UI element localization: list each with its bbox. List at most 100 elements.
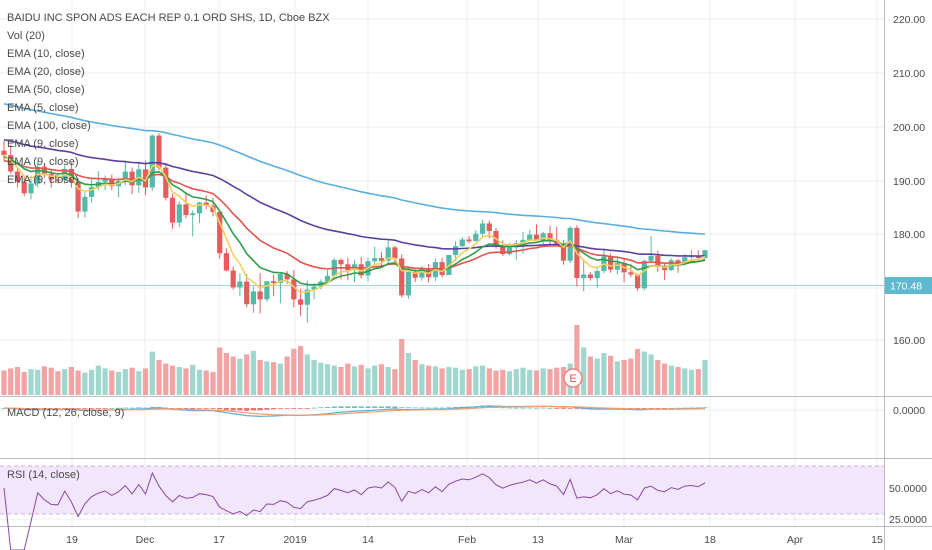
volume-bar — [533, 370, 540, 395]
candle-body — [82, 196, 88, 212]
volume-bar — [75, 370, 81, 395]
candle-body — [614, 263, 620, 270]
volume-bar — [466, 369, 472, 395]
macd-tick: 0.0000 — [893, 405, 925, 417]
price-tick: 220.00 — [893, 14, 925, 26]
candle-body — [533, 234, 540, 241]
volume-bar — [217, 347, 223, 395]
time-tick: 2019 — [283, 534, 307, 546]
price-axis[interactable]: 220.00 210.00 200.00 190.00 180.00 160.0… — [885, 14, 932, 526]
rsi-pane — [3, 471, 706, 550]
volume-bar — [304, 354, 310, 395]
volume-bar — [486, 368, 492, 395]
volume-bar — [311, 360, 317, 395]
volume-bar — [230, 356, 236, 395]
candle-body — [304, 289, 310, 305]
candle-body — [169, 197, 176, 223]
volume-bar — [102, 368, 108, 395]
macd-histogram-bar — [190, 408, 196, 409]
macd-histogram-bar — [419, 407, 425, 409]
volume-bar — [365, 368, 371, 395]
ema-20-line — [3, 160, 706, 271]
macd-histogram-bar — [203, 408, 209, 409]
macd-histogram-bar — [399, 407, 405, 408]
volume-bar — [55, 371, 61, 395]
time-tick: 14 — [362, 534, 374, 546]
macd-histogram-bar — [122, 407, 128, 409]
volume-bar — [109, 370, 115, 395]
volume-bar — [506, 371, 513, 395]
volume-bar — [378, 364, 385, 395]
macd-histogram-bar — [324, 407, 331, 408]
candle-body — [648, 255, 654, 261]
candle-body — [560, 244, 567, 261]
candle-body — [412, 271, 418, 278]
volume-bar — [695, 369, 701, 395]
candle-body — [149, 135, 155, 188]
volume-bar — [291, 348, 297, 395]
candle-body — [324, 275, 331, 282]
macd-histogram-bar — [345, 406, 351, 408]
macd-histogram-bar — [662, 408, 668, 409]
macd-histogram-bar — [109, 408, 115, 409]
price-tick: 160.00 — [893, 335, 925, 347]
volume-bar — [163, 363, 169, 395]
volume-bar — [608, 355, 614, 395]
volume-bar — [68, 367, 74, 395]
volume-bar — [668, 365, 674, 395]
volume-bar — [116, 371, 122, 395]
candle-body — [264, 281, 270, 300]
time-tick: 19 — [66, 534, 78, 546]
macd-histogram-bar — [648, 408, 654, 409]
macd-histogram-bar — [702, 407, 708, 409]
macd-histogram-bar — [95, 408, 101, 409]
ema-100-line — [3, 103, 706, 235]
price-tick: 210.00 — [893, 68, 925, 80]
macd-histogram-bar — [55, 408, 61, 409]
macd-histogram-bar — [554, 408, 560, 409]
candle-body — [480, 223, 486, 234]
candle-body — [102, 178, 108, 182]
price-tick: 200.00 — [893, 122, 925, 134]
volume-bar — [324, 364, 331, 395]
candle-body — [190, 213, 196, 216]
volume-bar — [264, 361, 270, 395]
rsi-tick: 50.0000 — [889, 483, 927, 495]
volume-bar — [405, 353, 411, 395]
volume-bar — [250, 350, 256, 395]
candle-body — [28, 183, 34, 194]
time-tick: 17 — [213, 534, 225, 546]
last-price-value: 170.48 — [890, 281, 922, 293]
macd-histogram-bar — [129, 407, 135, 409]
macd-histogram-bar — [264, 408, 270, 410]
candle-body — [277, 274, 283, 283]
earnings-marker[interactable]: E — [563, 368, 583, 388]
macd-histogram-bar — [365, 406, 371, 408]
volume-bar — [277, 363, 283, 395]
price-tick: 190.00 — [893, 176, 925, 188]
macd-histogram-bar — [75, 408, 81, 409]
volume-bar — [459, 369, 465, 395]
macd-histogram-bar — [540, 407, 546, 409]
volume-bar — [351, 366, 358, 395]
macd-histogram-bar — [250, 408, 256, 411]
volume-bar — [21, 371, 27, 395]
volume-bar — [190, 364, 196, 395]
volume-bar — [547, 369, 553, 395]
macd-histogram-bar — [142, 407, 149, 409]
macd-histogram-bar — [675, 407, 681, 409]
candle-body — [163, 167, 169, 198]
volume-bar — [48, 367, 54, 395]
candle-body — [608, 256, 614, 270]
volume-bars — [1, 325, 708, 395]
candle-body — [372, 258, 378, 262]
study-label-ema50: EMA (50, close) — [7, 84, 85, 96]
candle-body — [399, 258, 405, 296]
macd-signal-line — [3, 405, 706, 416]
time-axis[interactable]: 19 Dec 17 2019 14 Feb 13 Mar 18 Apr 15 — [66, 534, 883, 546]
macd-histogram-bar — [385, 406, 391, 408]
macd-histogram-bar — [405, 407, 411, 409]
candle-body — [419, 268, 425, 278]
volume-bar — [183, 368, 189, 395]
